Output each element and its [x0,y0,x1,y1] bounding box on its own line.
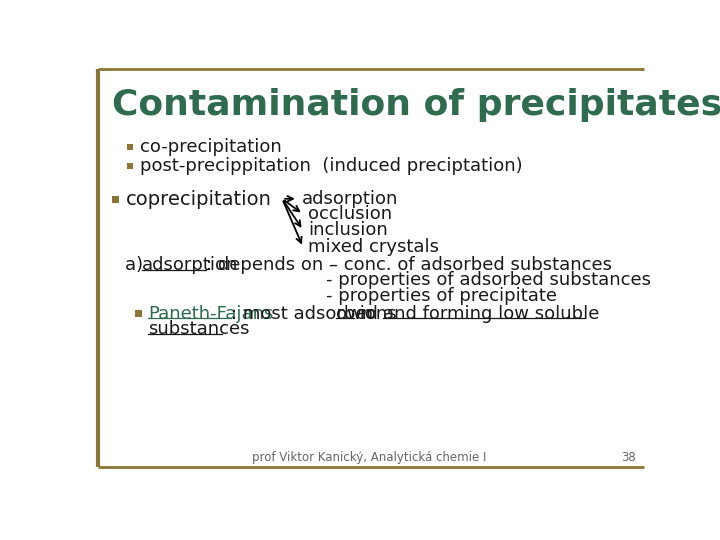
Text: : depends on – conc. of adsorbed substances: : depends on – conc. of adsorbed substan… [206,256,612,274]
Text: coprecipitation: coprecipitation [126,190,271,209]
Text: ions: ions [354,305,402,322]
Text: and forming low soluble: and forming low soluble [383,305,599,322]
Bar [135,309,142,316]
Text: a): a) [125,256,149,274]
Text: post-precippitation  (induced preciptation): post-precippitation (induced preciptatio… [140,158,523,176]
Text: inclusion: inclusion [307,221,387,239]
Text: : most adsorbed: : most adsorbed [231,305,384,322]
Text: Contamination of precipitates: Contamination of precipitates [112,88,720,122]
Text: substances: substances [148,320,250,338]
Text: co-precipitation: co-precipitation [140,138,282,156]
Text: adsorption: adsorption [142,256,238,274]
Bar [127,164,132,168]
Text: 38: 38 [621,451,636,464]
Bar [127,144,132,150]
Text: mixed crystals: mixed crystals [307,238,438,256]
Text: - properties of precipitate: - properties of precipitate [326,287,557,305]
Text: Paneth-Fajans: Paneth-Fajans [148,305,274,322]
Text: adsorption: adsorption [302,190,399,208]
Text: - properties of adsorbed substances: - properties of adsorbed substances [326,272,652,289]
Text: prof Viktor Kanický, Analytická chemie I: prof Viktor Kanický, Analytická chemie I [252,451,486,464]
Text: own: own [336,305,374,322]
Bar [112,195,120,204]
Text: occlusion: occlusion [307,205,392,223]
